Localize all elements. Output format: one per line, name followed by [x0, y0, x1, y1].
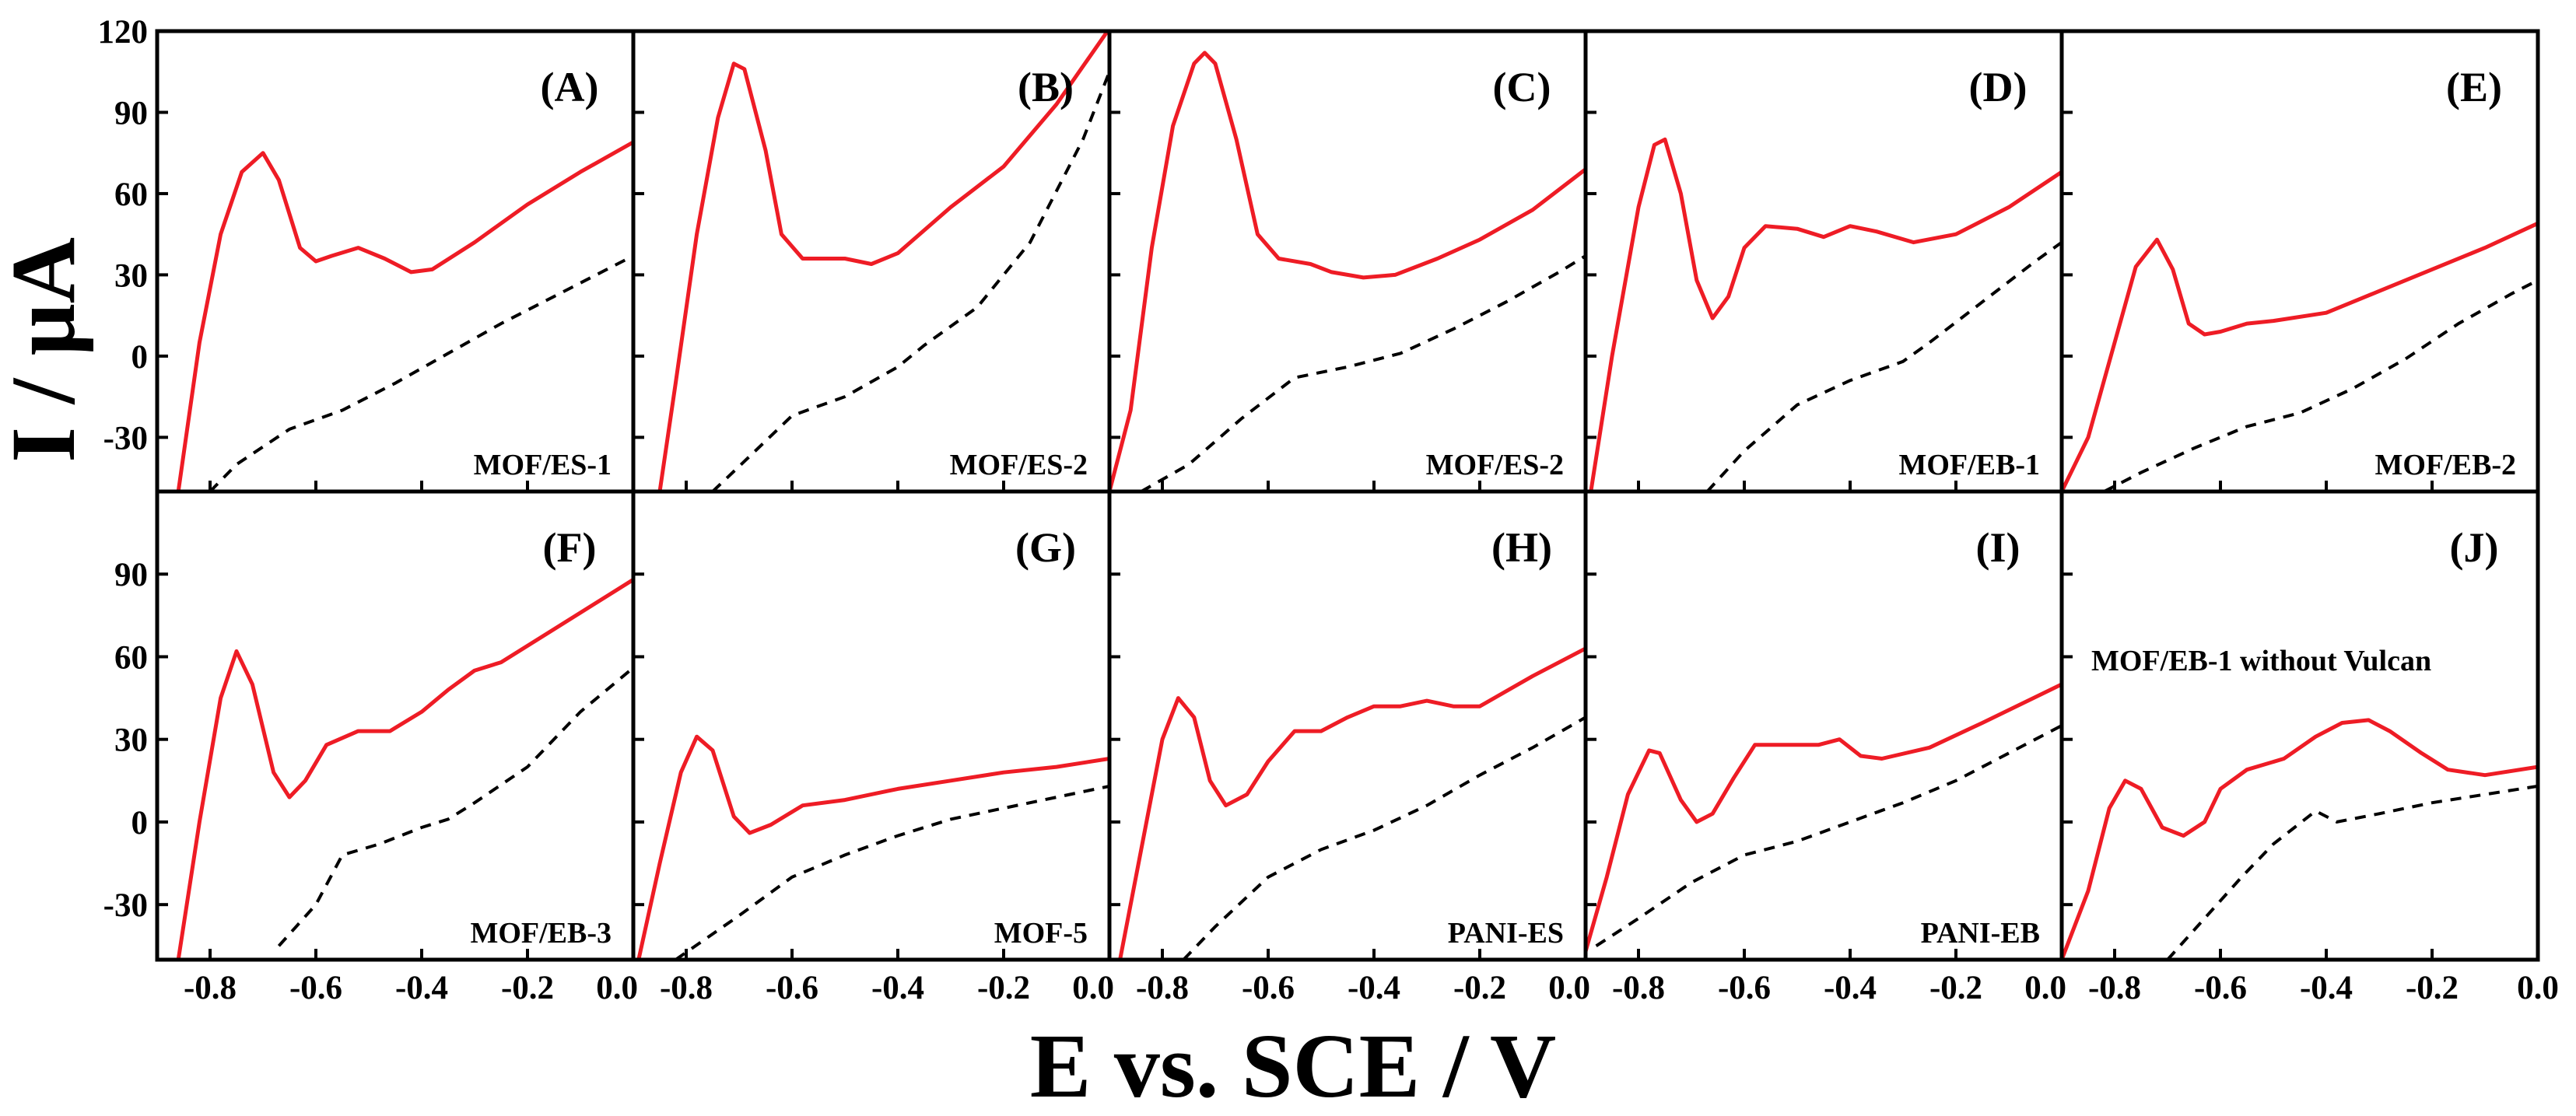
panel-h-letter: (H) [1491, 524, 1552, 571]
x-tick-label: -0.8 [1136, 970, 1189, 1006]
panel-e-sample-label: MOF/EB-2 [2374, 449, 2516, 481]
tick-labels-group: -30 0 30 60 90 120 -30 0 30 60 90 -0.8 -0.6 -0.4 -0.2 0… [98, 14, 2559, 1006]
panel-b-sample-label: MOF/ES-2 [950, 449, 1088, 481]
y-tick-label: 0 [131, 805, 149, 841]
x-tick-label: -0.6 [289, 970, 342, 1006]
panel-d-blank-curve [1705, 240, 2062, 492]
panel-c-sample-curve [1109, 51, 1586, 492]
x-tick-label: -0.4 [2300, 970, 2353, 1006]
panel-g-blank-curve [675, 784, 1109, 960]
x-tick-label: -0.4 [1348, 970, 1400, 1006]
panel-f: (F) MOF/EB-3 [155, 489, 636, 962]
x-tick-label: -0.2 [1929, 970, 1982, 1006]
panel-e-blank-curve [2103, 278, 2538, 492]
x-tick-label: -0.6 [766, 970, 818, 1006]
panel-h-blank-curve [1182, 715, 1586, 960]
panel-f-sample-label: MOF/EB-3 [470, 917, 612, 950]
panel-g-sample-label: MOF-5 [994, 917, 1088, 950]
panel-i-blank-curve [1595, 724, 2062, 947]
y-tick-label: 90 [114, 557, 148, 593]
x-tick-label: 0.0 [1072, 970, 1114, 1006]
panel-f-sample-curve [176, 578, 633, 960]
y-tick-label: 60 [114, 639, 148, 676]
x-tick-label: -0.8 [660, 970, 713, 1006]
panel-d-sample-label: MOF/EB-1 [1898, 449, 2040, 481]
y-tick-label: -30 [103, 887, 148, 924]
panel-c-sample-label: MOF/ES-2 [1426, 449, 1564, 481]
x-tick-label: -0.8 [2088, 970, 2141, 1006]
x-tick-label: -0.2 [501, 970, 554, 1006]
x-tick-label: 0.0 [596, 970, 638, 1006]
panel-j-blank-curve [2166, 784, 2538, 960]
panel-j-letter: (J) [2450, 524, 2499, 571]
y-tick-label: 0 [131, 339, 149, 376]
panel-i-letter: (I) [1976, 524, 2020, 571]
panel-a-sample-curve [176, 140, 633, 492]
panel-h-sample-label: PANI-ES [1448, 917, 1564, 950]
panel-h: (H) PANI-ES [1107, 489, 1588, 962]
y-tick-label: 30 [114, 722, 148, 759]
panel-j-sample-curve [2062, 718, 2538, 960]
panel-b-sample-curve [657, 31, 1109, 492]
panel-c: (C) MOF/ES-2 [1107, 29, 1588, 494]
x-tick-label: -0.4 [1824, 970, 1877, 1006]
panel-g-letter: (G) [1015, 524, 1076, 571]
panel-h-sample-curve [1118, 646, 1586, 960]
x-tick-label: -0.6 [2194, 970, 2247, 1006]
panel-c-blank-curve [1140, 254, 1586, 492]
panel-a-letter: (A) [541, 64, 599, 110]
panel-e-sample-curve [2062, 221, 2538, 492]
panel-g-sample-curve [636, 734, 1109, 960]
x-axis-title: E vs. SCE / V [1030, 1015, 1557, 1116]
x-tick-label: -0.6 [1242, 970, 1295, 1006]
x-tick-label: 0.0 [2024, 970, 2066, 1006]
y-axis-title: I / μA [0, 237, 94, 463]
x-tick-label: -0.4 [395, 970, 448, 1006]
panel-f-blank-curve [277, 666, 633, 947]
panel-g: (G) MOF-5 [631, 489, 1112, 962]
x-tick-label: -0.8 [184, 970, 237, 1006]
x-tick-label: -0.6 [1718, 970, 1771, 1006]
panel-i: (I) PANI-EB [1583, 489, 2064, 962]
panel-c-letter: (C) [1493, 64, 1551, 110]
panel-d-sample-curve [1589, 137, 2062, 492]
x-tick-label: -0.2 [2406, 970, 2459, 1006]
panel-f-letter: (F) [543, 524, 597, 571]
y-tick-label: 60 [114, 177, 148, 213]
x-tick-label: -0.2 [1453, 970, 1506, 1006]
panel-j-sample-label: MOF/EB-1 without Vulcan [2091, 645, 2431, 677]
x-tick-label: 0.0 [2517, 970, 2559, 1006]
panel-a-sample-label: MOF/ES-1 [474, 449, 612, 481]
panel-j-frame [2059, 489, 2540, 962]
panel-b-blank-curve [711, 71, 1109, 492]
panel-e-letter: (E) [2446, 64, 2502, 110]
panel-i-sample-curve [1586, 682, 2062, 953]
x-tick-label: -0.2 [977, 970, 1030, 1006]
panel-d-letter: (D) [1969, 64, 2028, 110]
panel-i-sample-label: PANI-EB [1921, 917, 2040, 950]
y-tick-label: 30 [114, 257, 148, 294]
panel-j: (J) MOF/EB-1 without Vulcan [2059, 489, 2540, 962]
x-tick-label: 0.0 [1548, 970, 1590, 1006]
y-tick-label: 120 [98, 14, 149, 51]
x-tick-label: -0.4 [871, 970, 924, 1006]
panel-b-letter: (B) [1018, 64, 1074, 110]
y-tick-label: -30 [103, 420, 148, 457]
panel-b: (B) MOF/ES-2 [631, 29, 1112, 494]
y-tick-label: 90 [114, 95, 148, 131]
panel-d: (D) MOF/EB-1 [1583, 29, 2064, 494]
panel-e: (E) MOF/EB-2 [2059, 29, 2540, 494]
panel-a: (A) MOF/ES-1 [155, 29, 636, 494]
x-tick-label: -0.8 [1612, 970, 1665, 1006]
panels-group: (A) MOF/ES-1 (B) MOF/ES-2 (C) MOF/ES-2 (D) MOF/… [155, 29, 2540, 962]
